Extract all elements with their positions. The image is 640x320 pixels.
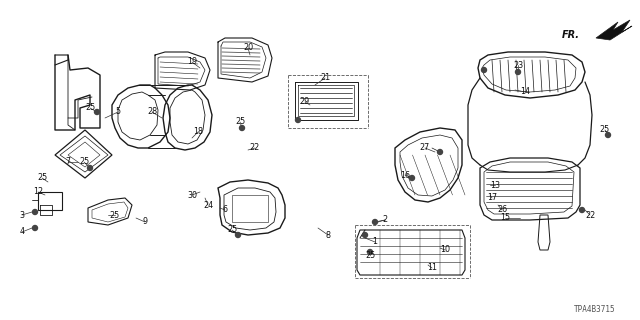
Text: 24: 24: [203, 201, 213, 210]
Text: 6: 6: [223, 205, 227, 214]
Circle shape: [605, 132, 611, 138]
Text: 11: 11: [427, 263, 437, 273]
Text: 25: 25: [600, 125, 610, 134]
Circle shape: [296, 117, 301, 123]
Circle shape: [239, 125, 244, 131]
Text: 20: 20: [243, 44, 253, 52]
Circle shape: [362, 233, 367, 237]
Text: 26: 26: [497, 205, 507, 214]
Circle shape: [438, 149, 442, 155]
Text: 25: 25: [37, 173, 47, 182]
Text: 13: 13: [490, 180, 500, 189]
Circle shape: [481, 68, 486, 73]
Text: 8: 8: [326, 230, 330, 239]
Circle shape: [410, 175, 415, 180]
Circle shape: [579, 207, 584, 212]
Circle shape: [236, 233, 241, 237]
Text: TPA4B3715: TPA4B3715: [573, 305, 615, 314]
Text: 25: 25: [85, 103, 95, 113]
Text: 14: 14: [520, 87, 530, 97]
Text: 10: 10: [440, 245, 450, 254]
Text: 25: 25: [227, 226, 237, 235]
Text: 22: 22: [250, 143, 260, 153]
Text: 16: 16: [400, 171, 410, 180]
Text: 18: 18: [193, 127, 203, 137]
Text: 3: 3: [19, 211, 24, 220]
Text: 5: 5: [115, 108, 120, 116]
Text: 17: 17: [487, 194, 497, 203]
Text: 1: 1: [372, 237, 378, 246]
Text: 19: 19: [187, 58, 197, 67]
Text: 30: 30: [187, 190, 197, 199]
Text: 25: 25: [365, 251, 375, 260]
Text: 29: 29: [300, 98, 310, 107]
Text: FR.: FR.: [562, 30, 580, 40]
Text: 25: 25: [79, 157, 89, 166]
Circle shape: [33, 226, 38, 230]
Circle shape: [515, 69, 520, 75]
Text: 4: 4: [19, 228, 24, 236]
Text: 27: 27: [420, 143, 430, 153]
Text: 21: 21: [320, 74, 330, 83]
Circle shape: [367, 250, 372, 254]
Text: 7: 7: [65, 157, 70, 166]
Text: 22: 22: [585, 211, 595, 220]
Text: 12: 12: [33, 188, 43, 196]
Circle shape: [95, 109, 99, 115]
Text: 25: 25: [110, 211, 120, 220]
Circle shape: [372, 220, 378, 225]
Text: 25: 25: [235, 117, 245, 126]
Text: 2: 2: [383, 215, 388, 225]
Text: 15: 15: [500, 213, 510, 222]
Circle shape: [88, 165, 93, 171]
Circle shape: [33, 210, 38, 214]
Text: 9: 9: [143, 218, 148, 227]
Text: 28: 28: [147, 108, 157, 116]
Text: 23: 23: [513, 60, 523, 69]
Polygon shape: [596, 20, 632, 40]
